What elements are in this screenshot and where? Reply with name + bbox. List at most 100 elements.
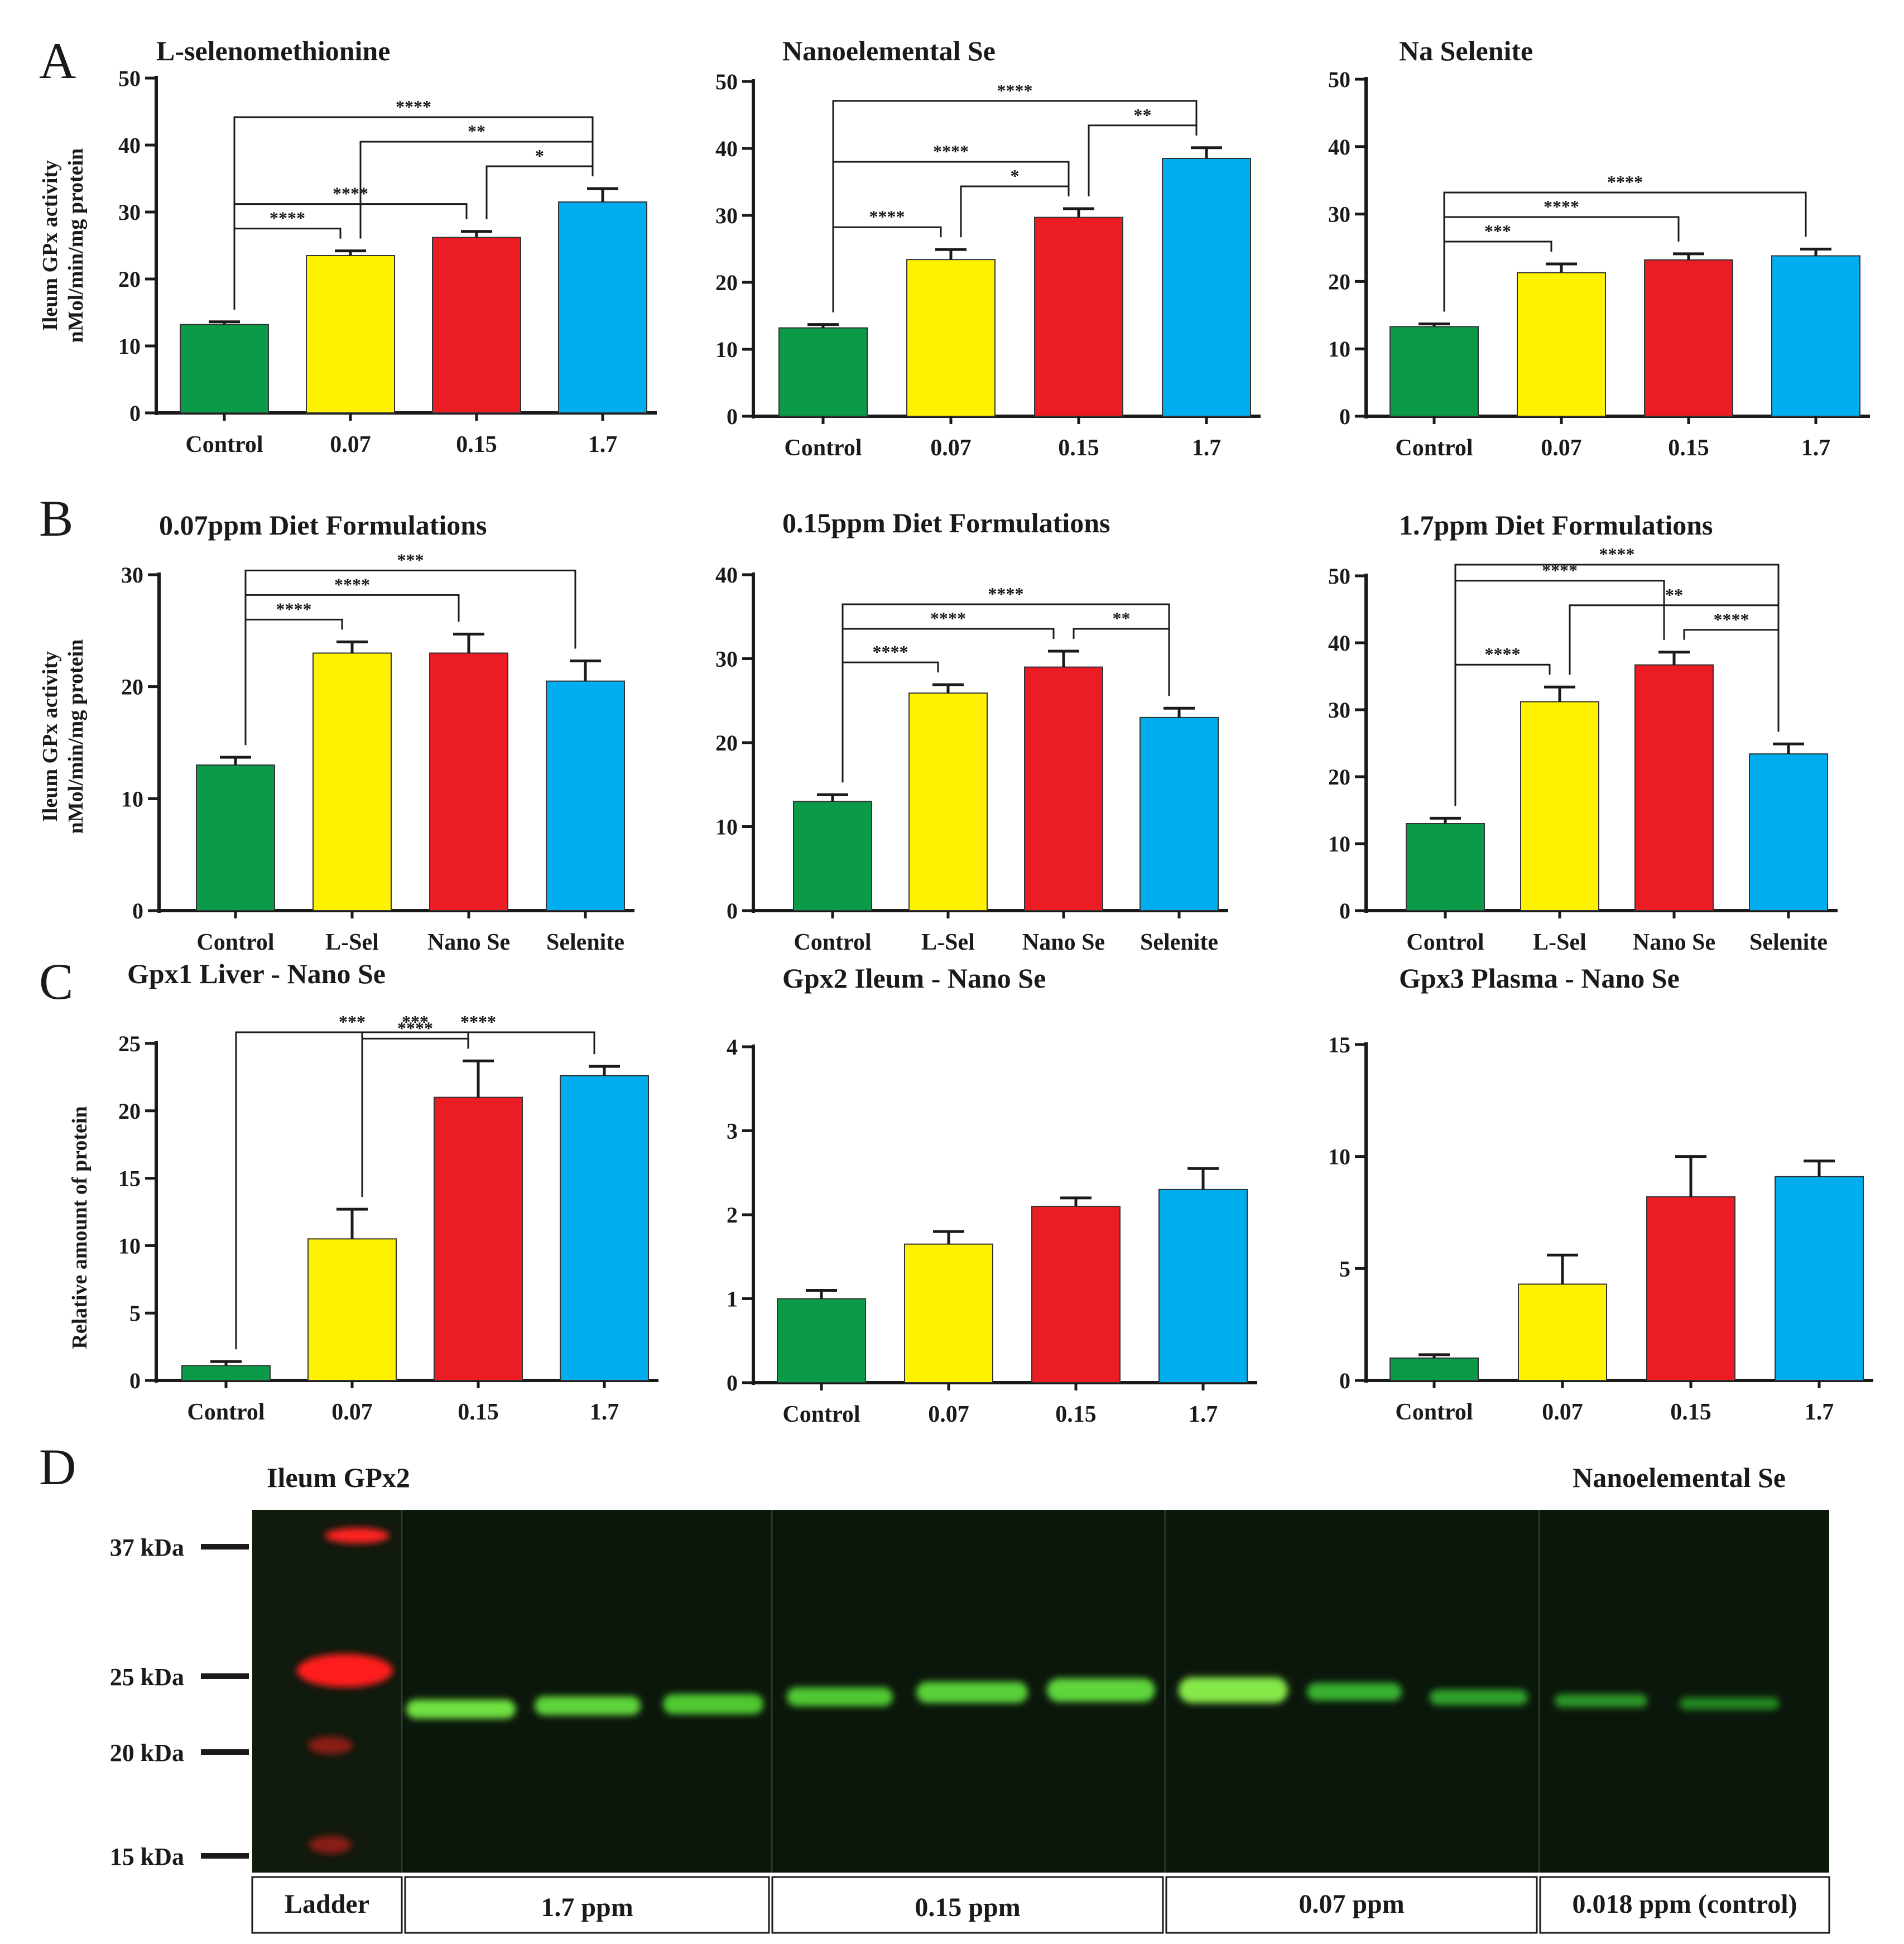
chart-title: Gpx3 Plasma - Nano Se (1399, 963, 1680, 994)
band-17ppm-1 (406, 1700, 516, 1719)
bar (1162, 158, 1251, 417)
bar (777, 1298, 866, 1383)
y-tick-label: 10 (1328, 1144, 1350, 1170)
blot-title: Ileum GPx2 (267, 1462, 410, 1493)
lane-label-ladder: Ladder (285, 1889, 369, 1919)
category-label: 0.15 (458, 1399, 499, 1425)
y-tick-label: 40 (1328, 134, 1350, 160)
chart-l-selenomethionine: L-selenomethionine 0 10 20 30 40 50 Control 0.07… (118, 35, 657, 458)
bar (546, 680, 625, 911)
y-tick-label: 10 (121, 786, 143, 811)
category-label: 0.15 (1058, 435, 1099, 461)
chart-title: 0.07ppm Diet Formulations (159, 509, 487, 541)
bar (1518, 1283, 1607, 1382)
chart-gpx3-plasma: Gpx3 Plasma - Nano Se 0 5 10 15 Control 0.07 0.… (1328, 963, 1873, 1425)
chart-title: Na Selenite (1399, 35, 1533, 66)
chart-title: Gpx2 Ileum - Nano Se (782, 963, 1046, 994)
y-tick-label: 20 (121, 675, 143, 700)
y-tick-label: 15 (118, 1166, 141, 1191)
significance-bracket (359, 141, 594, 239)
y-tick-label: 20 (715, 730, 738, 756)
significance-bracket (832, 100, 1198, 312)
bar (904, 1243, 993, 1384)
chart-gpx1-liver: Gpx1 Liver - Nano Se 0 5 10 15 20 25 Control 0.0… (118, 958, 658, 1425)
band-015ppm-1 (787, 1687, 893, 1706)
bar (1031, 1205, 1121, 1383)
band-control-2 (1680, 1697, 1779, 1710)
significance-label: **** (270, 208, 305, 228)
chart-gpx2-ileum: Gpx2 Ileum - Nano Se 0 1 2 3 4 Control 0.07 0.15… (727, 963, 1257, 1427)
mw-markers: 37 kDa 25 kDa 20 kDa 15 kDa (110, 1534, 249, 1870)
y-tick-label: 10 (118, 1233, 141, 1258)
lane-label-control: 0.018 ppm (control) (1572, 1889, 1797, 1919)
category-label: Control (1406, 930, 1484, 955)
y-axis-title-b-line2: nMol/min/mg protein (64, 639, 88, 834)
bar (1389, 1357, 1479, 1382)
bar (1158, 1188, 1248, 1384)
y-tick-label: 0 (129, 401, 141, 426)
category-label: 0.15 (456, 432, 497, 458)
category-label: Selenite (1140, 930, 1218, 955)
category-label: 1.7 (1805, 1399, 1834, 1425)
significance-bracket (1454, 564, 1780, 806)
significance-label: *** (397, 550, 424, 570)
bar (560, 1075, 649, 1381)
y-tick-label: 15 (1328, 1032, 1350, 1057)
western-blot: 37 kDa 25 kDa 20 kDa 15 kDa Ladder 1.7 p… (110, 1510, 1830, 1934)
ladder-band-37kda (325, 1528, 390, 1543)
band-control-1 (1555, 1694, 1647, 1707)
lane-label-17ppm: 1.7 ppm (541, 1893, 633, 1922)
chart-na-selenite: Na Selenite 0 10 20 30 40 50 Control 0.07 0.15 1.7… (1328, 35, 1870, 461)
band-015ppm-3 (1047, 1678, 1155, 1702)
y-axis-title-b-line1: Ileum GPx activity (39, 651, 62, 822)
category-label: 0.07 (928, 1402, 969, 1427)
band-007ppm-1 (1179, 1677, 1288, 1703)
y-tick-label: 4 (727, 1034, 738, 1060)
lane-box-control (1539, 1876, 1830, 1934)
bar (1644, 259, 1733, 417)
category-label: 1.7 (1189, 1402, 1218, 1427)
y-tick-label: 50 (1328, 564, 1350, 589)
category-label: 0.07 (1541, 435, 1582, 461)
significance-label: **** (933, 141, 969, 161)
category-label: 0.07 (930, 435, 972, 461)
lane-label-015ppm: 0.15 ppm (915, 1893, 1020, 1922)
lane-labels: Ladder 1.7 ppm 0.15 ppm 0.07 ppm 0.018 p… (251, 1876, 1830, 1934)
bar (1389, 326, 1479, 417)
significance-label: **** (1599, 544, 1635, 564)
category-label: 1.7 (588, 432, 618, 458)
significance-bracket (1443, 191, 1807, 312)
band-007ppm-3 (1430, 1690, 1528, 1705)
significance-bracket (233, 116, 594, 310)
y-tick-label: 3 (727, 1119, 738, 1144)
bar (1775, 1176, 1864, 1381)
lane-box-007ppm (1165, 1876, 1538, 1934)
bar (1517, 272, 1606, 417)
bar (1024, 666, 1103, 912)
y-tick-label: 0 (727, 1370, 738, 1396)
significance-label: *** (339, 1012, 366, 1032)
y-tick-label: 20 (118, 1099, 141, 1124)
bar (558, 201, 647, 413)
category-label: Selenite (546, 930, 624, 955)
ladder-band-25kda (297, 1654, 393, 1687)
y-tick-label: 50 (715, 69, 738, 94)
chart-007ppm-diet: 0.07ppm Diet Formulations 0 10 20 30 Control L… (121, 509, 634, 955)
bar (434, 1096, 523, 1381)
category-label: Control (1395, 1399, 1473, 1425)
category-label: Nano Se (1633, 930, 1715, 955)
band-17ppm-3 (663, 1694, 763, 1714)
significance-label: *** (402, 1012, 429, 1032)
bar (1646, 1196, 1735, 1382)
y-tick-label: 0 (1339, 1368, 1350, 1393)
significance-label: **** (1714, 609, 1749, 629)
category-label: 0.07 (331, 1399, 373, 1425)
significance-label: **** (997, 80, 1033, 100)
category-label: 0.07 (1542, 1399, 1583, 1425)
lane-box-ladder (251, 1876, 403, 1934)
ladder-lane-background (252, 1510, 402, 1873)
ladder-band-15kda (309, 1836, 352, 1854)
category-label: Nano Se (427, 930, 510, 955)
bar (432, 237, 521, 413)
